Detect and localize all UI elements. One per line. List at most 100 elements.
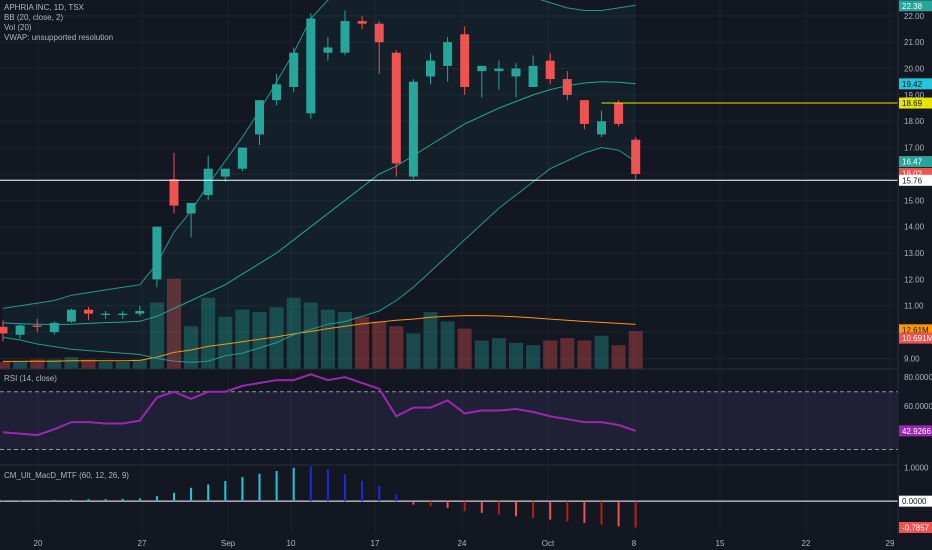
- price-tick-label: 22.00: [904, 12, 925, 21]
- macd-tick-label: 1.0000: [904, 464, 929, 473]
- time-tick-label: Oct: [542, 539, 555, 548]
- candle-body[interactable]: [15, 325, 25, 335]
- candle-body[interactable]: [631, 139, 641, 174]
- volume-bar: [201, 297, 216, 369]
- volume-bar: [115, 361, 130, 369]
- price-tag-bg: [899, 97, 932, 109]
- candle-body[interactable]: [32, 325, 42, 327]
- candle-body[interactable]: [443, 42, 453, 66]
- price-tick-label: 17.00: [904, 144, 925, 153]
- candle-body[interactable]: [84, 309, 93, 314]
- price-tick-label: 18.00: [904, 117, 925, 126]
- candle-body[interactable]: [511, 68, 521, 77]
- candle-body[interactable]: [255, 100, 264, 135]
- volume-bar: [269, 307, 284, 369]
- time-axis[interactable]: 20 27 Sep 10 17 24 Oct 8 15 22 29: [34, 539, 895, 548]
- candle-body[interactable]: [152, 226, 162, 280]
- macd-pane[interactable]: 1.0000: [0, 464, 929, 528]
- candle-body[interactable]: [272, 84, 282, 101]
- volume-bar: [611, 345, 626, 369]
- candle-body[interactable]: [49, 322, 59, 333]
- volume-bar: [13, 361, 28, 369]
- volume-tag: 10.691M: [902, 334, 932, 343]
- time-tick-label: 27: [138, 539, 147, 548]
- bb-middle-line: [2, 81, 636, 326]
- volume-bar: [491, 338, 506, 369]
- price-tick-label: 9.00: [904, 354, 920, 363]
- price-tick-label: 20.00: [904, 65, 925, 74]
- candle-body[interactable]: [66, 309, 76, 322]
- volume-bar: [560, 338, 575, 369]
- rsi-tag-bg: [899, 425, 932, 437]
- rsi-tick-label: 80.0000: [904, 373, 932, 382]
- price-tag: 16.02: [902, 169, 923, 178]
- time-tick-label: 15: [716, 539, 725, 548]
- candle-body[interactable]: [477, 65, 487, 72]
- candle-body[interactable]: [528, 65, 538, 87]
- time-tick-label: 17: [371, 539, 380, 548]
- candle-body[interactable]: [562, 79, 572, 95]
- candle-body[interactable]: [357, 21, 367, 24]
- macd-tag-bg: [899, 521, 932, 533]
- bb-upper-line: [2, 0, 636, 309]
- candle-body[interactable]: [135, 311, 145, 314]
- time-tick-label: 24: [458, 539, 467, 548]
- candle-body[interactable]: [579, 100, 589, 124]
- candle-body[interactable]: [426, 60, 435, 77]
- candle-body[interactable]: [323, 47, 333, 53]
- candle-body[interactable]: [169, 179, 179, 206]
- price-tick-label: 11.00: [904, 302, 924, 311]
- candle-body[interactable]: [186, 202, 196, 214]
- candle-body[interactable]: [460, 34, 470, 87]
- macd-title: CM_Ult_MacD_MTF (60, 12, 26, 9): [4, 471, 129, 480]
- price-pane[interactable]: 22.0021.0020.0019.0018.0017.0016.0015.00…: [0, 0, 925, 534]
- price-tag: 15.76: [902, 176, 923, 185]
- indicator-vwap-label: VWAP: unsupported resolution: [4, 33, 113, 42]
- volume-bar: [252, 312, 267, 369]
- price-tick-label: 13.00: [904, 249, 925, 258]
- price-tag-bg: [899, 174, 932, 186]
- rsi-pane[interactable]: 80.0000 60.0000: [0, 373, 932, 451]
- candle-body[interactable]: [614, 102, 624, 124]
- candle-body[interactable]: [306, 18, 316, 114]
- candle-body[interactable]: [391, 52, 401, 164]
- candle-body[interactable]: [118, 313, 128, 315]
- volume-tag-bg: [899, 332, 932, 344]
- time-tick-label: 10: [287, 539, 296, 548]
- candle-body[interactable]: [237, 147, 247, 169]
- volume-bar: [132, 359, 147, 369]
- candle-body[interactable]: [0, 326, 8, 334]
- volume-bar: [47, 359, 62, 369]
- volume-bar: [372, 321, 387, 369]
- candle-body[interactable]: [340, 21, 350, 53]
- candle-body[interactable]: [597, 121, 606, 135]
- rsi-tag: 42.9266: [902, 427, 931, 436]
- candle-body[interactable]: [374, 23, 384, 43]
- volume-bar: [81, 359, 96, 369]
- candle-body[interactable]: [101, 313, 111, 315]
- volume-bar: [184, 326, 199, 369]
- macd-tag: -0.7857: [902, 523, 930, 532]
- rsi-line: [2, 373, 637, 437]
- candle-body[interactable]: [408, 81, 418, 177]
- volume-bar: [167, 278, 181, 369]
- price-tag: 22.38: [902, 2, 923, 11]
- price-tag-bg: [899, 156, 932, 168]
- price-tag-bg: [899, 0, 932, 12]
- volume-bar: [474, 340, 489, 369]
- symbol-title: APHRIA INC, 1D, TSX: [4, 3, 85, 12]
- volume-bar: [406, 333, 421, 369]
- candle-body[interactable]: [203, 168, 213, 196]
- candle-body[interactable]: [289, 52, 299, 87]
- candle-body[interactable]: [494, 68, 504, 72]
- indicator-vol-label: Vol (20): [4, 23, 32, 32]
- candle-body[interactable]: [220, 168, 230, 177]
- candle-body[interactable]: [545, 60, 555, 80]
- volume-bar: [355, 316, 370, 369]
- time-tick-label: 29: [886, 539, 895, 548]
- volume-bar: [98, 361, 113, 369]
- time-tick-label: 20: [34, 539, 43, 548]
- volume-bar: [457, 328, 472, 369]
